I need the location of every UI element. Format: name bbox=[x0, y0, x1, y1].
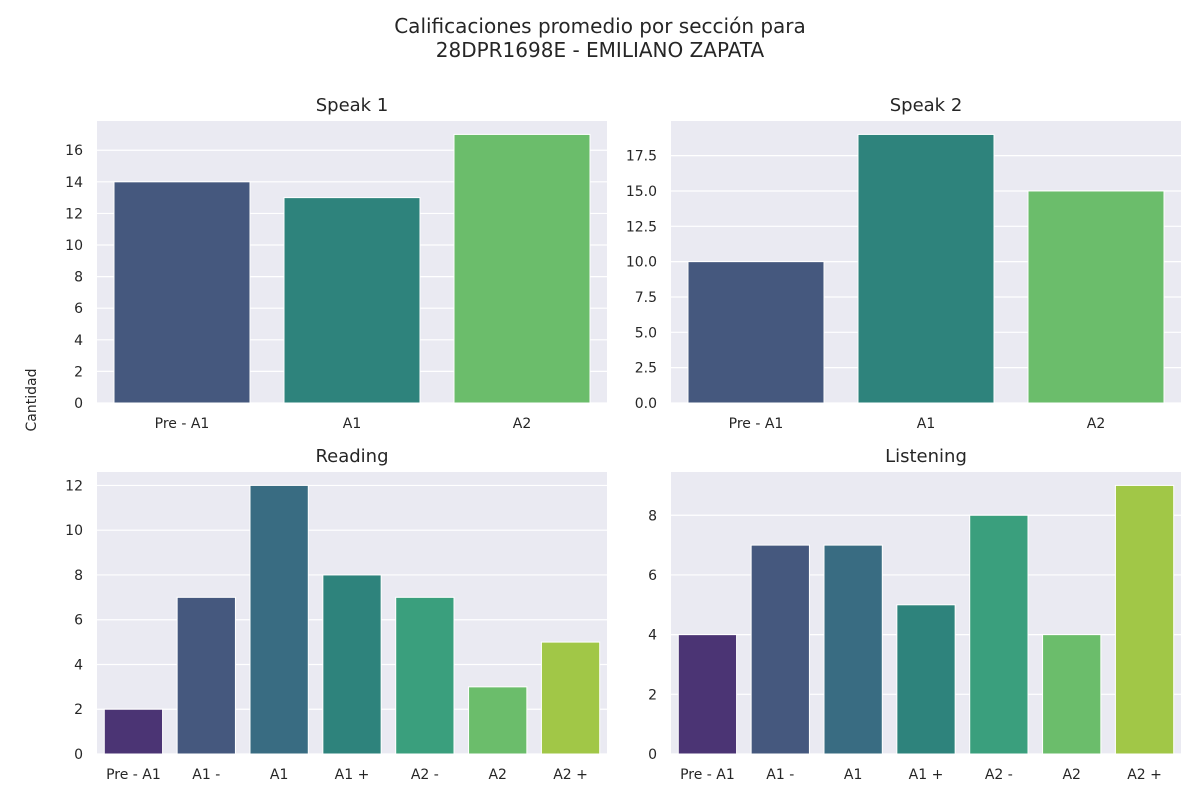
bar-pre-a1 bbox=[103, 708, 164, 755]
chart-panel-listening: 0 2 4 6 8 Pre - A1 A1 - A1 A1 + A2 - A2 A2 + Listeni… bbox=[648, 446, 1181, 783]
y-tick-label: 10 bbox=[65, 523, 83, 539]
panel-title: Listening bbox=[885, 446, 967, 467]
figure-title-line2: 28DPR1698E - EMILIANO ZAPATA bbox=[435, 38, 765, 62]
bar-a2 bbox=[453, 133, 591, 404]
y-tick-label: 5.0 bbox=[635, 325, 657, 341]
x-tick-label: A1 bbox=[343, 416, 361, 432]
x-tick-label: A2 - bbox=[985, 767, 1013, 783]
x-tick-label: A2 + bbox=[553, 767, 588, 783]
chart-panel-speak-1: 0 2 4 6 8 10 12 14 16 Pre - A1 A1 A2 Speak 1 bbox=[65, 95, 607, 432]
y-tick-label: 8 bbox=[74, 568, 83, 584]
bar-a1 bbox=[322, 574, 382, 755]
x-tick-label: A1 bbox=[270, 767, 288, 783]
panel-title: Speak 2 bbox=[890, 95, 963, 116]
y-tick-label: 14 bbox=[65, 175, 83, 191]
chart-panel-speak-2: 0.0 2.5 5.0 7.5 10.0 12.5 15.0 17.5 Pre - A1 A1 A2… bbox=[626, 95, 1181, 432]
y-tick-label: 17.5 bbox=[626, 149, 657, 165]
x-tick-label: A1 bbox=[844, 767, 862, 783]
x-tick-label: A1 - bbox=[192, 767, 220, 783]
bar-pre-a1 bbox=[113, 181, 251, 404]
x-tick-label: Pre - A1 bbox=[106, 767, 161, 783]
y-tick-label: 0.0 bbox=[635, 396, 657, 412]
y-tick-label: 0 bbox=[74, 747, 83, 763]
x-tick-label: Pre - A1 bbox=[155, 416, 210, 432]
x-tick-label: Pre - A1 bbox=[680, 767, 735, 783]
figure-title: Calificaciones promedio por sección para… bbox=[0, 14, 1200, 62]
y-tick-label: 7.5 bbox=[635, 290, 657, 306]
y-tick-label: 2.5 bbox=[635, 361, 657, 377]
panel-title: Reading bbox=[315, 446, 388, 467]
bar-a1 bbox=[857, 133, 995, 404]
y-tick-label: 12.5 bbox=[626, 219, 657, 235]
y-tick-label: 6 bbox=[74, 301, 83, 317]
x-tick-label: A1 bbox=[917, 416, 935, 432]
bar-a1 bbox=[823, 544, 883, 755]
panel-title: Speak 1 bbox=[316, 95, 389, 116]
y-tick-label: 6 bbox=[648, 568, 657, 584]
bar-a1 bbox=[249, 484, 309, 755]
y-tick-label: 4 bbox=[74, 333, 83, 349]
y-tick-label: 2 bbox=[74, 364, 83, 380]
x-tick-label: A2 bbox=[1087, 416, 1105, 432]
y-tick-label: 2 bbox=[74, 702, 83, 718]
y-tick-label: 15.0 bbox=[626, 184, 657, 200]
y-tick-label: 8 bbox=[648, 508, 657, 524]
bar-a1 bbox=[283, 197, 421, 404]
y-tick-label: 4 bbox=[648, 628, 657, 644]
chart-panel-reading: 0 2 4 6 8 10 12 Pre - A1 A1 - A1 A1 + A2 - A2 A2 + Rea… bbox=[65, 446, 607, 783]
bar-a1 bbox=[750, 544, 810, 755]
y-tick-label: 2 bbox=[648, 687, 657, 703]
bar-a2 bbox=[540, 641, 601, 755]
y-tick-label: 10.0 bbox=[626, 255, 657, 271]
y-tick-label: 12 bbox=[65, 206, 83, 222]
y-tick-label: 8 bbox=[74, 270, 83, 286]
bar-a1 bbox=[896, 604, 956, 755]
y-tick-label: 12 bbox=[65, 478, 83, 494]
bar-a2 bbox=[395, 596, 455, 755]
bar-a2 bbox=[1027, 190, 1165, 404]
x-tick-label: A2 bbox=[513, 416, 531, 432]
bar-a1 bbox=[176, 596, 236, 755]
bar-a2 bbox=[1042, 634, 1102, 755]
figure-title-line1: Calificaciones promedio por sección para bbox=[394, 14, 806, 38]
y-tick-label: 4 bbox=[74, 657, 83, 673]
x-tick-label: A2 bbox=[488, 767, 506, 783]
y-tick-label: 16 bbox=[65, 143, 83, 159]
y-tick-label: 0 bbox=[648, 747, 657, 763]
y-tick-label: 10 bbox=[65, 238, 83, 254]
x-tick-label: A1 + bbox=[335, 767, 370, 783]
x-tick-label: Pre - A1 bbox=[729, 416, 784, 432]
x-tick-label: A2 - bbox=[411, 767, 439, 783]
x-tick-label: A1 - bbox=[766, 767, 794, 783]
bar-pre-a1 bbox=[687, 261, 825, 404]
x-tick-label: A2 bbox=[1062, 767, 1080, 783]
y-tick-label: 0 bbox=[74, 396, 83, 412]
bar-pre-a1 bbox=[677, 634, 738, 755]
x-tick-label: A1 + bbox=[909, 767, 944, 783]
x-tick-label: A2 + bbox=[1127, 767, 1162, 783]
bar-a2 bbox=[468, 686, 528, 755]
y-tick-label: 6 bbox=[74, 613, 83, 629]
bar-a2 bbox=[969, 514, 1029, 755]
bar-a2 bbox=[1114, 484, 1175, 755]
